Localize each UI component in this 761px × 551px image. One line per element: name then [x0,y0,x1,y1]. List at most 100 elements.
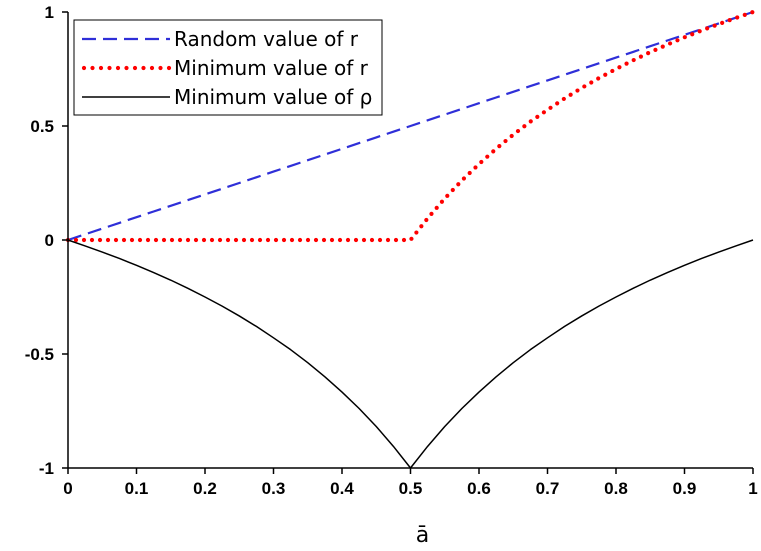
data-point [321,237,327,243]
data-point [145,237,151,243]
data-point [617,65,622,70]
data-point [419,224,424,229]
data-point [201,237,207,243]
data-point [589,80,594,85]
data-point [337,237,343,243]
legend-swatch-dot [158,65,163,71]
legend-swatch-dot [166,65,172,71]
data-point [660,44,665,49]
data-point [313,237,319,243]
series-line [67,239,754,469]
series-1 [67,10,754,242]
data-point [582,84,587,89]
data-point [667,41,673,46]
x-tick-label: 0.6 [467,479,491,498]
legend-swatch-dot [107,65,112,71]
x-tick-label: 0.3 [262,479,286,498]
series-3 [67,239,754,469]
data-point [742,12,747,17]
data-point [631,57,636,63]
data-point [456,182,461,187]
y-tick-label: 0 [45,231,54,250]
x-tick-label: 0.1 [125,479,149,498]
y-tick-label: 0.5 [30,117,54,136]
data-point [81,237,87,243]
data-point [89,237,95,243]
x-tick-label: 1 [748,479,757,498]
y-tick-label: 1 [45,3,54,22]
data-point [113,237,119,243]
data-point [281,237,287,243]
data-point [385,237,391,243]
data-point [424,217,429,223]
data-point [401,237,407,243]
data-point [129,237,135,243]
data-point [161,237,167,243]
data-point [241,237,247,243]
data-point [690,32,695,37]
data-point [675,38,680,43]
data-point [646,51,651,56]
x-tick-label: 0.9 [673,479,697,498]
data-point [414,230,419,235]
data-point [193,237,199,243]
data-point [429,211,434,216]
x-tick-label: 0.8 [604,479,628,498]
legend-swatch-dot [132,65,138,71]
data-point [479,159,484,165]
data-point [209,237,215,243]
x-tick-label: 0.4 [330,479,354,498]
data-point [361,237,367,243]
data-point [638,54,644,59]
data-point [682,35,687,40]
data-point [535,114,540,119]
legend-swatch-dot [115,65,121,71]
data-point [750,10,755,15]
data-point [177,237,183,243]
data-point [225,237,231,243]
data-point [97,237,103,243]
data-point [503,138,508,144]
data-point [467,170,472,176]
data-point [105,237,111,243]
x-tick-label: 0 [63,479,72,498]
y-tick-label: -1 [39,459,54,478]
data-point [353,237,359,243]
legend-swatch-dot [149,65,155,71]
data-point [73,237,79,243]
data-point [233,237,239,243]
x-axis-title: ā [416,523,429,548]
data-point [720,20,725,25]
legend-swatch-dot [81,65,87,71]
data-point [377,237,383,243]
y-tick-label: -0.5 [25,345,54,364]
legend-label: Minimum value of ρ [174,85,372,109]
legend-swatch-dot [98,65,104,71]
data-point [485,154,490,159]
data-point [548,105,553,110]
data-point [185,237,191,243]
data-point [705,26,710,31]
legend-item: Minimum value of r [81,56,369,80]
data-point [345,237,351,243]
data-point [445,193,450,198]
data-point [603,72,608,77]
data-point [329,237,335,243]
data-point [121,237,127,243]
data-point [249,237,255,243]
data-point [515,128,521,134]
data-point [450,187,455,193]
series-line [67,10,754,242]
data-point [624,61,629,66]
data-point [653,47,658,52]
data-point [169,237,175,243]
data-point [409,236,414,241]
data-point [305,237,311,243]
data-point [393,237,399,243]
data-point [137,237,143,243]
data-point [712,23,717,28]
data-point [555,101,560,106]
data-point [461,176,467,181]
legend-swatch-dot [124,65,129,71]
data-point [497,144,502,149]
